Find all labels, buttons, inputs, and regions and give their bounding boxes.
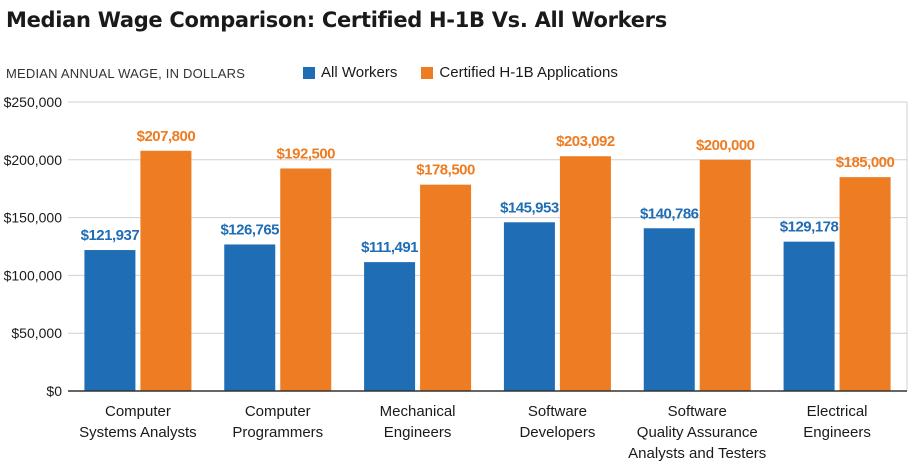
legend: All Workers Certified H-1B Applications bbox=[303, 64, 642, 81]
x-tick-label: Analysts and Testers bbox=[628, 445, 766, 462]
bar bbox=[84, 250, 136, 391]
data-label: $207,800 bbox=[137, 128, 196, 145]
legend-swatch-h1b bbox=[421, 66, 434, 79]
x-tick-label: Quality Assurance bbox=[637, 424, 758, 441]
data-label: $185,000 bbox=[836, 154, 895, 171]
bar bbox=[839, 177, 891, 391]
x-tick-label: Computer bbox=[245, 403, 311, 420]
legend-item-all-workers: All Workers bbox=[303, 64, 397, 81]
bar bbox=[420, 184, 472, 391]
bar bbox=[783, 241, 835, 391]
data-label: $140,786 bbox=[640, 205, 699, 222]
data-label: $129,178 bbox=[780, 219, 839, 236]
data-label: $111,491 bbox=[361, 239, 418, 256]
bar bbox=[224, 244, 276, 391]
x-tick-label: Systems Analysts bbox=[79, 424, 197, 441]
y-tick-label: $150,000 bbox=[4, 210, 63, 226]
legend-swatch-all-workers bbox=[303, 66, 315, 79]
legend-label-all-workers: All Workers bbox=[321, 64, 398, 81]
data-label: $192,500 bbox=[276, 145, 335, 162]
data-label: $178,500 bbox=[416, 162, 475, 179]
y-tick-label: $0 bbox=[46, 383, 62, 399]
chart-title: Median Wage Comparison: Certified H-1B V… bbox=[6, 8, 667, 32]
x-tick-label: Software bbox=[528, 403, 587, 420]
data-label: $203,092 bbox=[556, 133, 615, 150]
bar bbox=[280, 168, 332, 391]
bar bbox=[503, 222, 555, 391]
data-label: $126,765 bbox=[220, 221, 279, 238]
x-tick-label: Programmers bbox=[232, 424, 323, 441]
legend-label-h1b: Certified H-1B Applications bbox=[439, 64, 618, 81]
y-tick-label: $200,000 bbox=[4, 152, 63, 168]
x-tick-label: Computer bbox=[105, 403, 171, 420]
y-tick-label: $50,000 bbox=[11, 325, 62, 341]
x-tick-label: Developers bbox=[519, 424, 595, 441]
bar bbox=[559, 156, 611, 391]
bar bbox=[364, 262, 416, 391]
bar bbox=[699, 159, 751, 391]
x-tick-label: Engineers bbox=[803, 424, 871, 441]
x-tick-label: Electrical bbox=[807, 403, 868, 420]
y-tick-label: $100,000 bbox=[4, 267, 63, 283]
bar bbox=[643, 228, 695, 391]
x-tick-label: Engineers bbox=[384, 424, 452, 441]
legend-item-h1b: Certified H-1B Applications bbox=[421, 64, 618, 81]
bar bbox=[140, 150, 192, 391]
data-label: $145,953 bbox=[500, 199, 559, 216]
y-axis-unit-label: MEDIAN ANNUAL WAGE, IN DOLLARS bbox=[6, 66, 246, 81]
x-tick-label: Software bbox=[668, 403, 727, 420]
data-label: $121,937 bbox=[81, 227, 140, 244]
x-tick-label: Mechanical bbox=[380, 403, 456, 420]
data-label: $200,000 bbox=[696, 137, 755, 154]
y-tick-label: $250,000 bbox=[4, 94, 63, 110]
